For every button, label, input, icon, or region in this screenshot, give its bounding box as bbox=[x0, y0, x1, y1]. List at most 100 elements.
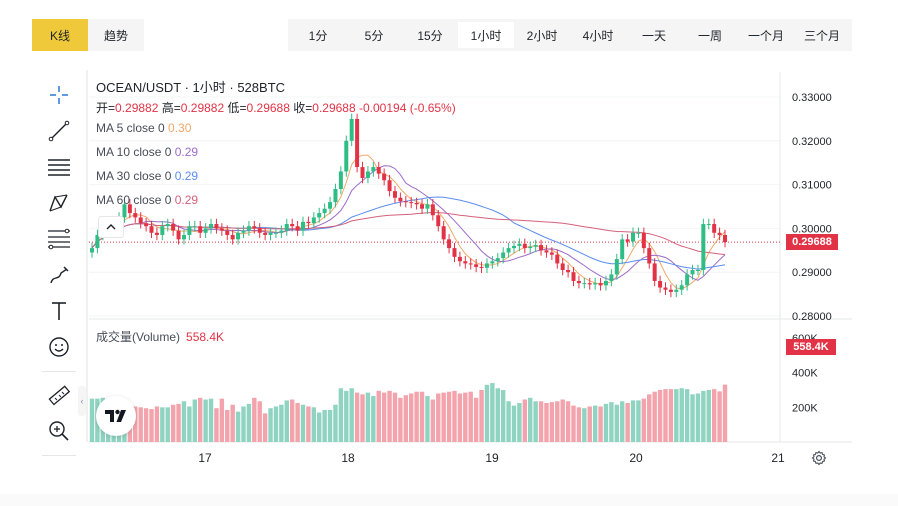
candle-body bbox=[209, 224, 214, 229]
volume-bar bbox=[609, 402, 614, 442]
candle-body bbox=[430, 204, 435, 216]
view-tabs: K线 趋势 bbox=[32, 19, 144, 51]
volume-bar bbox=[571, 405, 576, 442]
ma60-row: MA 60 close 0 0.29 bbox=[96, 188, 456, 212]
candle-body bbox=[522, 243, 527, 249]
high-value: 0.29882 bbox=[180, 101, 225, 115]
horizontal-lines-icon[interactable] bbox=[44, 152, 74, 182]
candle-body bbox=[371, 167, 376, 172]
interval-1m[interactable]: 1分 bbox=[308, 28, 328, 43]
volume-bar bbox=[300, 404, 306, 442]
ma5-value: 0.30 bbox=[168, 121, 192, 135]
volume-bar bbox=[198, 397, 203, 442]
interval-15m[interactable]: 15分 bbox=[417, 28, 443, 43]
candle-body bbox=[360, 167, 365, 179]
candle-body bbox=[149, 226, 154, 233]
volume-bar bbox=[419, 391, 425, 442]
tab-kline[interactable]: K线 bbox=[32, 19, 88, 51]
volume-bar bbox=[484, 384, 490, 442]
volume-bar bbox=[295, 403, 300, 442]
candle-body bbox=[236, 232, 241, 240]
tradingview-logo-icon[interactable] bbox=[96, 396, 136, 436]
emoji-icon[interactable] bbox=[44, 332, 74, 362]
volume-bar bbox=[457, 393, 463, 442]
volume-bar bbox=[544, 403, 549, 442]
candle-body bbox=[560, 263, 565, 271]
volume-bar bbox=[376, 390, 381, 442]
fib-icon[interactable] bbox=[44, 224, 74, 254]
candle-body bbox=[652, 263, 657, 281]
volume-tick-label: 400K bbox=[792, 368, 818, 380]
volume-bar bbox=[235, 411, 241, 442]
interval-4h[interactable]: 4小时 bbox=[582, 28, 614, 43]
volume-bar bbox=[598, 406, 603, 442]
volume-bar bbox=[257, 401, 262, 442]
candle-body bbox=[317, 213, 322, 218]
toolbar-separator bbox=[42, 455, 76, 456]
collapse-legend-button[interactable] bbox=[98, 216, 124, 238]
candle-body bbox=[279, 230, 284, 233]
candle-body bbox=[474, 264, 479, 267]
candle-body bbox=[425, 204, 430, 209]
interval-1M[interactable]: 一个月 bbox=[747, 28, 784, 43]
interval-5m[interactable]: 5分 bbox=[364, 28, 384, 43]
candle-body bbox=[539, 245, 544, 251]
candle-body bbox=[517, 243, 522, 246]
crosshair-icon[interactable] bbox=[44, 80, 74, 110]
volume-bar bbox=[219, 398, 225, 442]
ohlc-row: 开=0.29882 高=0.29882 低=0.29688 收=0.29688 … bbox=[96, 100, 456, 116]
candle-body bbox=[263, 232, 268, 235]
volume-bar bbox=[500, 390, 506, 442]
candle-body bbox=[246, 226, 251, 231]
volume-bar bbox=[154, 406, 160, 442]
candle-body bbox=[468, 263, 473, 265]
candle-body bbox=[506, 248, 511, 253]
candle-body bbox=[192, 226, 197, 228]
text-icon[interactable] bbox=[44, 296, 74, 326]
ma30-value: 0.29 bbox=[174, 169, 199, 183]
interval-2h[interactable]: 2小时 bbox=[526, 28, 558, 43]
volume-bar bbox=[701, 390, 706, 442]
volume-bar bbox=[176, 403, 181, 442]
trend-line-icon[interactable] bbox=[44, 116, 74, 146]
candle-body bbox=[420, 204, 425, 209]
ma-lines bbox=[91, 154, 726, 290]
volume-bar bbox=[149, 409, 154, 442]
settings-gear-icon[interactable] bbox=[811, 450, 827, 466]
volume-bar bbox=[365, 392, 371, 442]
toolbar-collapse-handle[interactable]: ‹ bbox=[78, 386, 86, 416]
tab-trend[interactable]: 趋势 bbox=[88, 19, 144, 51]
candle-body bbox=[647, 248, 652, 264]
volume-value: 558.4K bbox=[186, 330, 225, 344]
volume-bar bbox=[387, 390, 392, 442]
candle-body bbox=[717, 232, 722, 235]
volume-bar bbox=[317, 412, 322, 442]
candle-body bbox=[203, 228, 208, 233]
interval-1d[interactable]: 一天 bbox=[641, 28, 666, 43]
ruler-icon[interactable] bbox=[44, 380, 74, 410]
volume-bar bbox=[565, 401, 571, 442]
candle-body bbox=[436, 215, 441, 227]
candle-body bbox=[603, 280, 608, 286]
volume-bar bbox=[668, 389, 674, 442]
volume-bar bbox=[138, 407, 143, 442]
candle-body bbox=[95, 234, 100, 249]
brush-icon[interactable] bbox=[44, 260, 74, 290]
candle-body bbox=[593, 283, 598, 285]
zoom-in-icon[interactable] bbox=[44, 416, 74, 446]
interval-3M[interactable]: 三个月 bbox=[803, 28, 840, 43]
volume-bar bbox=[560, 399, 565, 442]
pattern-icon[interactable] bbox=[44, 188, 74, 218]
candle-body bbox=[685, 274, 690, 286]
volume-bar bbox=[706, 390, 711, 442]
volume-bar bbox=[89, 398, 95, 442]
interval-1w[interactable]: 一周 bbox=[697, 28, 722, 43]
volume-bar bbox=[636, 400, 641, 442]
volume-bar bbox=[414, 391, 419, 442]
volume-bar bbox=[522, 399, 528, 442]
interval-1h[interactable]: 1小时 bbox=[458, 22, 514, 48]
volume-bar bbox=[338, 388, 344, 442]
volume-bar bbox=[641, 398, 647, 442]
volume-bar bbox=[143, 408, 149, 442]
